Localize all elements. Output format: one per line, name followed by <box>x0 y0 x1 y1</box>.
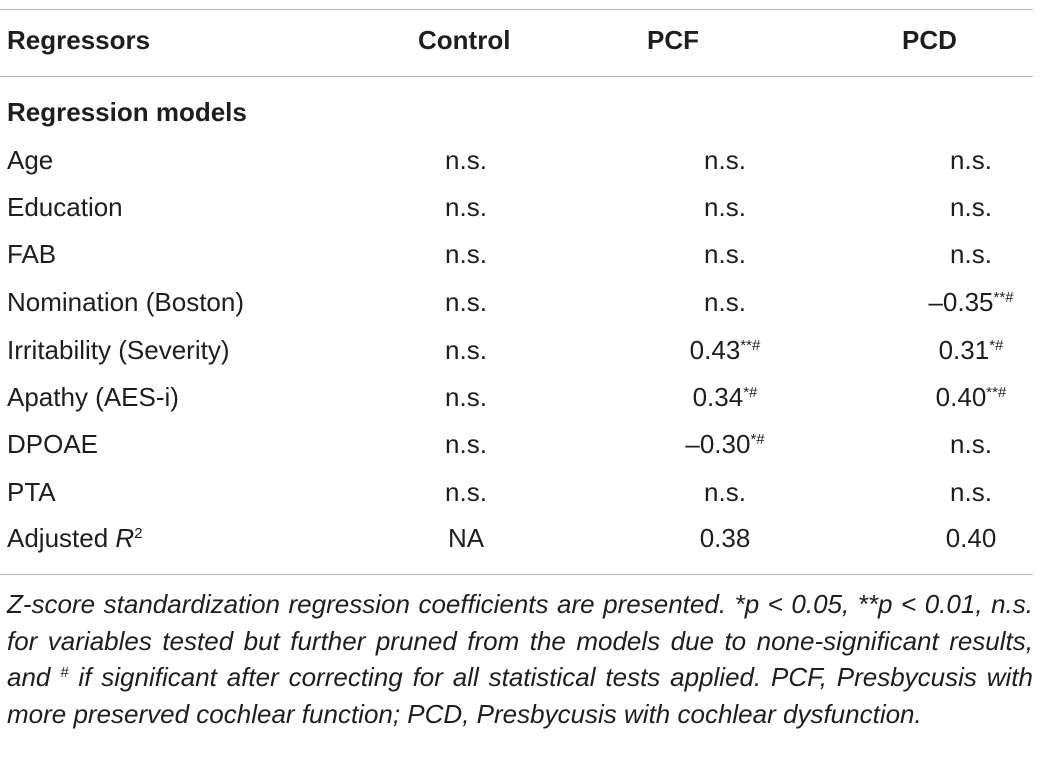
pcd-value: 0.40**# <box>935 382 1007 412</box>
control-value: n.s. <box>445 145 487 175</box>
column-header-pcf: PCF <box>647 25 699 55</box>
row-label: Nomination (Boston) <box>7 287 244 317</box>
control-value: n.s. <box>445 429 487 459</box>
pcd-value: 0.40 <box>945 523 997 553</box>
row-label: Adjusted R2 <box>7 523 143 553</box>
table-footnote: Z-score standardization regression coeff… <box>7 589 1033 729</box>
pcd-value: n.s. <box>950 429 992 459</box>
row-label: DPOAE <box>7 429 99 459</box>
row-label: FAB <box>7 239 57 269</box>
pcd-value: n.s. <box>950 477 992 507</box>
pcd-value: –0.35**# <box>928 287 1014 317</box>
control-value: n.s. <box>445 382 487 412</box>
control-value: n.s. <box>445 477 487 507</box>
control-value: n.s. <box>445 287 487 317</box>
table-bottom-rule <box>0 574 1033 575</box>
pcf-value: n.s. <box>704 239 746 269</box>
control-value: n.s. <box>445 239 487 269</box>
control-value: NA <box>447 523 485 553</box>
row-label: Apathy (AES-i) <box>7 382 179 412</box>
pcd-value: n.s. <box>950 192 992 222</box>
section-title: Regression models <box>7 97 247 127</box>
table-top-rule <box>0 9 1033 10</box>
pcf-value: 0.38 <box>699 523 751 553</box>
column-header-regressors: Regressors <box>7 25 151 55</box>
pcf-value: 0.34*# <box>692 382 758 412</box>
pcf-value: –0.30*# <box>685 429 765 459</box>
control-value: n.s. <box>445 335 487 365</box>
pcf-value: n.s. <box>704 287 746 317</box>
row-label: Irritability (Severity) <box>7 335 230 365</box>
pcf-value: 0.43**# <box>689 335 761 365</box>
header-divider-rule <box>0 76 1033 77</box>
pcd-value: 0.31*# <box>938 335 1004 365</box>
pcf-value: n.s. <box>704 192 746 222</box>
row-label: PTA <box>7 477 56 507</box>
control-value: n.s. <box>445 192 487 222</box>
column-header-pcd: PCD <box>902 25 957 55</box>
pcf-value: n.s. <box>704 477 746 507</box>
pcd-value: n.s. <box>950 145 992 175</box>
row-label: Age <box>7 145 54 175</box>
pcf-value: n.s. <box>704 145 746 175</box>
column-header-control: Control <box>418 25 511 55</box>
pcd-value: n.s. <box>950 239 992 269</box>
row-label: Education <box>7 192 123 222</box>
